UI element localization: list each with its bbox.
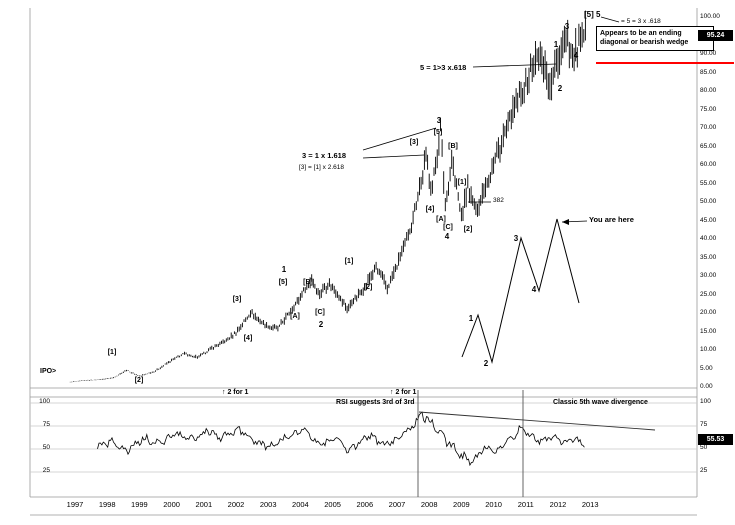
leader-line xyxy=(600,16,620,23)
leader-line xyxy=(362,127,437,151)
leader-line xyxy=(472,63,557,68)
price-bars xyxy=(69,10,586,383)
current-price-box: 95.24 xyxy=(698,30,733,41)
you-are-here-arrowhead xyxy=(562,219,569,225)
rsi-divergence-line xyxy=(418,411,656,431)
leader-line xyxy=(362,154,425,159)
current-rsi-box: 55.53 xyxy=(698,434,733,445)
rsi-line xyxy=(97,411,585,467)
wedge-note: Appears to be an ending diagonal or bear… xyxy=(596,26,714,51)
projection-zigzag xyxy=(461,218,580,364)
